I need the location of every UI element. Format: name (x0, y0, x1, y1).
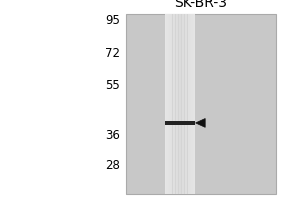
Bar (183, 14, 184, 194)
Bar (194, 14, 195, 194)
Bar (188, 14, 189, 194)
Bar (174, 14, 175, 194)
Bar (180, 14, 181, 194)
Bar (171, 14, 172, 194)
Polygon shape (196, 119, 205, 127)
Bar (178, 14, 179, 194)
Bar (173, 14, 174, 194)
Bar (169, 14, 170, 194)
Text: 55: 55 (105, 79, 120, 92)
Bar (184, 14, 185, 194)
Bar (168, 14, 169, 194)
Bar (186, 14, 187, 194)
Bar (179, 14, 180, 194)
Bar (165, 121, 195, 125)
Bar (170, 14, 171, 194)
Bar (167, 14, 168, 194)
Text: SK-BR-3: SK-BR-3 (175, 0, 227, 10)
Bar (191, 14, 192, 194)
Text: 28: 28 (105, 159, 120, 172)
Bar (189, 14, 190, 194)
Bar (185, 14, 186, 194)
Bar (172, 14, 173, 194)
Text: 72: 72 (105, 47, 120, 60)
Bar (182, 14, 183, 194)
Bar (187, 14, 188, 194)
Bar (193, 14, 194, 194)
Bar (181, 14, 182, 194)
Bar (169, 14, 170, 194)
Bar (176, 14, 177, 194)
Bar (166, 14, 167, 194)
Bar (165, 14, 166, 194)
Bar (177, 14, 178, 194)
Bar (190, 14, 191, 194)
Bar (192, 14, 193, 194)
Bar (165, 14, 195, 194)
Bar (126, 14, 276, 194)
Text: 95: 95 (105, 14, 120, 27)
Bar (175, 14, 176, 194)
Text: 36: 36 (105, 129, 120, 142)
